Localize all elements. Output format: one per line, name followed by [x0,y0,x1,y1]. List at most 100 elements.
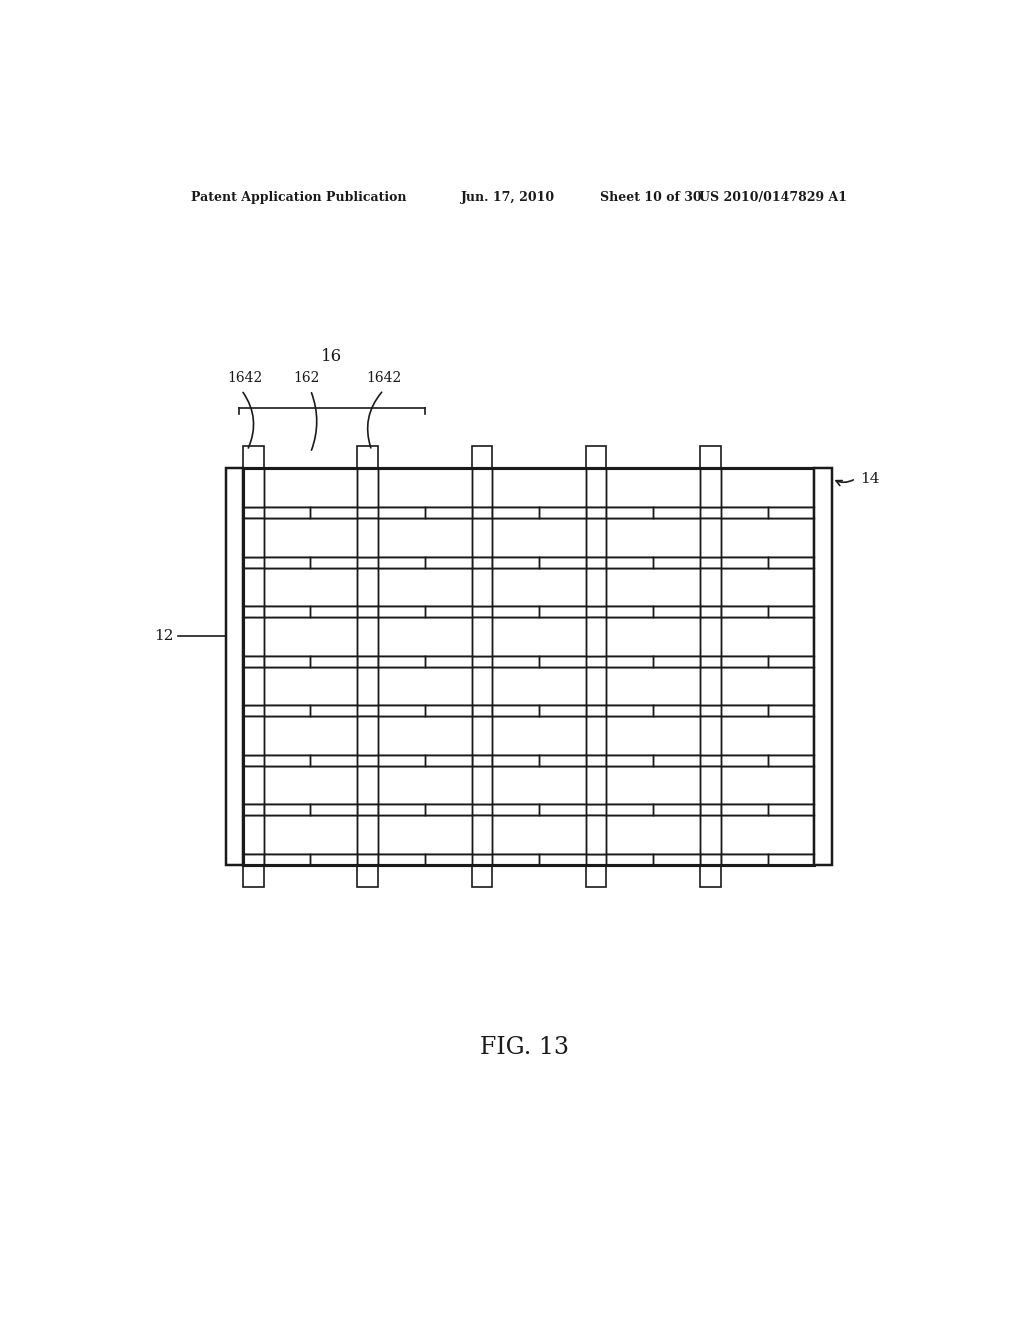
Bar [700,804,721,816]
Bar [243,568,263,606]
Text: Jun. 17, 2010: Jun. 17, 2010 [461,190,555,203]
Bar [493,606,586,616]
Bar [378,656,472,667]
Bar [357,606,378,616]
Bar [357,667,378,705]
Bar [606,656,700,667]
Bar [378,507,472,517]
Bar [700,656,721,667]
Bar [700,854,721,865]
Bar [243,469,263,507]
Bar [721,656,814,667]
Bar [700,865,721,887]
Bar [721,557,814,568]
Bar [357,469,378,507]
Bar [721,507,814,517]
Bar [700,517,721,557]
Bar [472,446,493,469]
Text: 162: 162 [293,371,319,385]
Bar [243,446,263,469]
Bar [700,766,721,804]
Bar [586,766,606,804]
Bar [225,469,243,865]
Bar [357,717,378,755]
Bar [472,507,493,517]
Bar [243,755,814,766]
Bar [586,865,606,887]
Bar [243,606,814,616]
Bar [263,557,357,568]
Text: FIG. 13: FIG. 13 [480,1036,569,1059]
Text: Patent Application Publication: Patent Application Publication [191,190,407,203]
Bar [700,606,721,616]
Bar [243,667,263,705]
Text: 1642: 1642 [366,371,401,385]
Bar [814,469,831,865]
Bar [243,616,263,656]
Bar [378,755,472,766]
Bar [700,616,721,656]
Bar [586,517,606,557]
Bar [721,804,814,816]
Bar [472,766,493,804]
Bar [472,557,493,568]
Text: 14: 14 [860,471,880,486]
Bar [472,755,493,766]
Bar [493,656,586,667]
Bar [263,755,357,766]
Bar [472,568,493,606]
Bar [357,616,378,656]
Bar [243,507,814,517]
Bar [472,816,493,854]
Bar [700,717,721,755]
Bar [606,755,700,766]
Bar [586,667,606,705]
Bar [378,854,472,865]
Bar [357,816,378,854]
Bar [721,705,814,717]
Bar [586,446,606,469]
Text: 12: 12 [155,630,174,643]
Bar [243,865,263,887]
Bar [586,755,606,766]
Bar [472,616,493,656]
Bar [263,606,357,616]
Bar [243,854,263,865]
Bar [357,517,378,557]
Text: Sheet 10 of 30: Sheet 10 of 30 [600,190,701,203]
Bar [243,766,263,804]
Bar [721,755,814,766]
Bar [472,667,493,705]
Bar [606,606,700,616]
Bar [243,804,263,816]
Bar [357,568,378,606]
Bar [606,804,700,816]
Bar [493,804,586,816]
Bar [243,854,814,865]
Bar [243,656,814,667]
Bar [243,606,263,616]
Bar [472,469,493,507]
Bar [243,705,814,717]
Bar [263,507,357,517]
Bar [472,705,493,717]
Bar [243,656,263,667]
Bar [472,717,493,755]
Text: 16: 16 [322,347,342,364]
Bar [586,616,606,656]
Bar [606,854,700,865]
Bar [493,507,586,517]
Bar [243,469,814,865]
Bar [263,804,357,816]
Bar [357,766,378,804]
Bar [263,854,357,865]
Bar [721,854,814,865]
Bar [357,446,378,469]
Bar [357,804,378,816]
Bar [700,568,721,606]
Bar [357,854,378,865]
Bar [357,865,378,887]
Bar [721,606,814,616]
Bar [606,507,700,517]
Bar [586,705,606,717]
